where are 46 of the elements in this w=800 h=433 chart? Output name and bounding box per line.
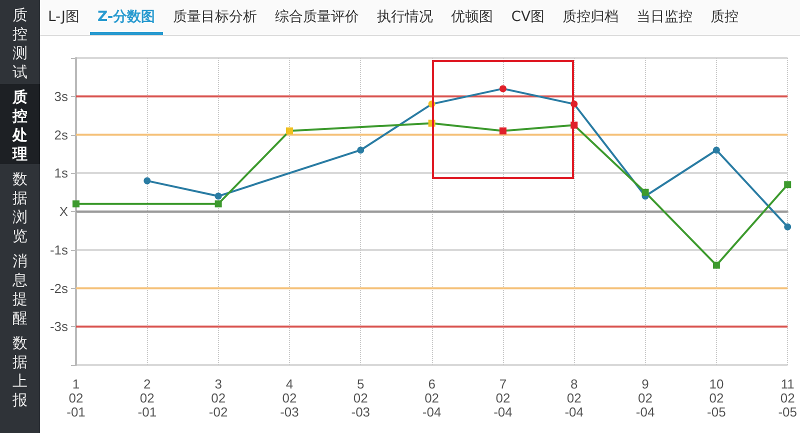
point — [357, 146, 364, 154]
point — [214, 200, 222, 208]
y-tick-label: -3s — [50, 319, 68, 334]
text: 消息提醒 — [12, 252, 28, 328]
y-tick-label: X — [59, 204, 68, 219]
text: 质控 — [710, 8, 739, 26]
y-tick-label: -2s — [50, 280, 68, 296]
text: 当日监控 — [636, 8, 693, 26]
y-tick-label: -1s — [50, 242, 68, 258]
point — [712, 262, 720, 269]
x-tick-label: 3 02 -02 — [208, 376, 228, 420]
x-tick-label: 4 02 -03 — [280, 376, 299, 420]
point — [784, 223, 792, 230]
x-tick-label: 11 02 -05 — [778, 376, 798, 420]
point — [642, 188, 649, 196]
text: Z-分数图 — [98, 8, 156, 26]
text: 执行情况 — [377, 8, 434, 26]
point — [712, 146, 720, 154]
point — [784, 181, 792, 188]
text: 质控测试 — [12, 6, 28, 82]
point — [286, 127, 293, 134]
x-tick-label: 9 02 -04 — [636, 376, 655, 420]
point — [72, 200, 80, 208]
y-tick-label: 1s — [54, 166, 68, 181]
text: 质控处理 — [11, 88, 28, 164]
point — [499, 127, 506, 134]
text: 优顿图 — [451, 8, 494, 26]
text: 综合质量评价 — [275, 8, 360, 26]
x-tick-label: 2 02 -01 — [138, 376, 157, 420]
x-tick-label: 10 02 -05 — [707, 376, 726, 420]
x-tick-label: 7 02 -04 — [494, 376, 512, 420]
point — [214, 192, 222, 200]
text: 质控归档 — [562, 8, 619, 26]
x-tick-label: 5 02 -03 — [351, 376, 370, 420]
x-tick-label: 1 02 -01 — [66, 376, 86, 420]
y-tick-label: 2s — [54, 127, 68, 142]
text: L-J图 — [48, 8, 80, 26]
text: CV图 — [511, 8, 545, 26]
point — [144, 177, 151, 184]
y-tick-label: 3s — [54, 88, 68, 104]
x-tick-label: 6 02 -04 — [422, 376, 442, 420]
point — [499, 85, 506, 92]
text: 质量目标分析 — [173, 8, 258, 26]
text: 数据浏览 — [12, 170, 28, 246]
text: 数据上报 — [12, 334, 28, 410]
x-tick-label: 8 02 -04 — [564, 376, 584, 420]
